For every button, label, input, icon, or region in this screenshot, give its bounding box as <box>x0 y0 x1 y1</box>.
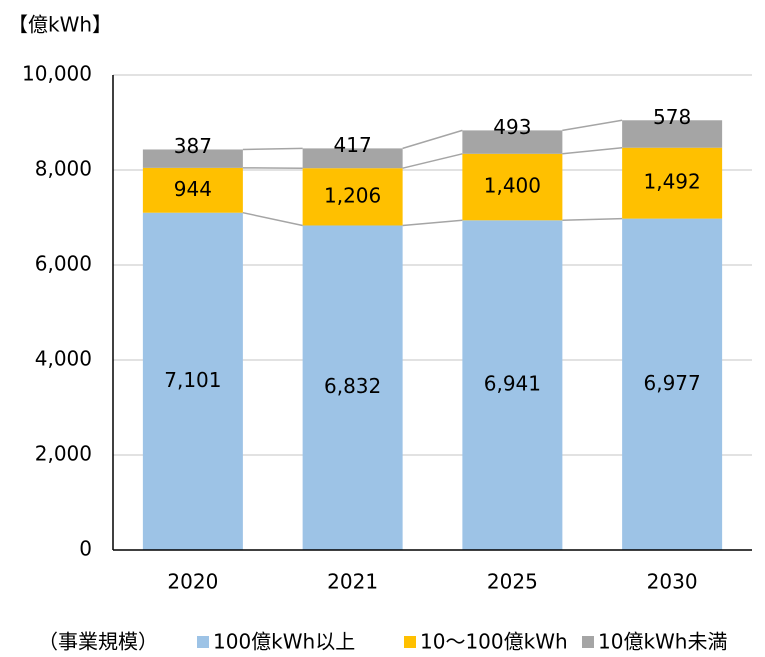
bar-segment <box>302 168 403 226</box>
data-label: 493 <box>493 115 531 139</box>
connector-line <box>402 153 463 169</box>
x-tick-label: 2020 <box>167 570 218 594</box>
data-label: 6,977 <box>643 371 700 395</box>
x-tick-label: 2030 <box>647 570 698 594</box>
data-label: 387 <box>174 134 212 158</box>
x-tick-label: 2025 <box>487 570 538 594</box>
y-tick-label: 6,000 <box>35 252 92 276</box>
connector-line <box>242 211 303 227</box>
bar-segment <box>462 130 563 154</box>
data-label: 417 <box>334 133 372 157</box>
connector-line <box>402 129 463 150</box>
legend-label: 10～100億kWh <box>420 630 568 654</box>
y-tick-label: 4,000 <box>35 347 92 371</box>
y-tick-label: 2,000 <box>35 442 92 466</box>
data-label: 1,492 <box>643 170 700 194</box>
bar-segment <box>142 167 243 213</box>
legend-label: 100億kWh以上 <box>213 630 355 654</box>
data-label: 7,101 <box>164 368 221 392</box>
y-tick-label: 8,000 <box>35 157 92 181</box>
legend-swatch <box>582 636 594 648</box>
data-label: 1,206 <box>324 183 381 207</box>
bar-segment <box>622 120 723 148</box>
legend-swatch <box>197 636 209 648</box>
bar-segment <box>302 225 403 551</box>
bar-segment <box>622 218 723 550</box>
bar-segment <box>622 147 723 219</box>
legend-label: 10億kWh未満 <box>598 630 727 654</box>
connector-line <box>562 146 623 155</box>
legend-title: （事業規模） <box>38 630 158 654</box>
data-label: 578 <box>653 105 691 129</box>
connector-line <box>562 217 623 222</box>
bar-segment <box>142 212 243 550</box>
bar-segment <box>142 149 243 168</box>
unit-label: 【億kWh】 <box>8 13 112 37</box>
data-label: 944 <box>174 177 212 201</box>
bar-segment <box>302 148 403 169</box>
data-label: 6,832 <box>324 374 381 398</box>
data-label: 6,941 <box>484 372 541 396</box>
connector-line <box>242 147 303 151</box>
legend-swatch <box>404 636 416 648</box>
bar-segment <box>462 153 563 221</box>
y-tick-label: 10,000 <box>22 62 92 86</box>
y-tick-label: 0 <box>79 537 92 561</box>
x-tick-label: 2021 <box>327 570 378 594</box>
data-label: 1,400 <box>484 174 541 198</box>
connector-line <box>402 219 463 227</box>
connector-line <box>562 119 623 132</box>
bar-segment <box>462 220 563 551</box>
